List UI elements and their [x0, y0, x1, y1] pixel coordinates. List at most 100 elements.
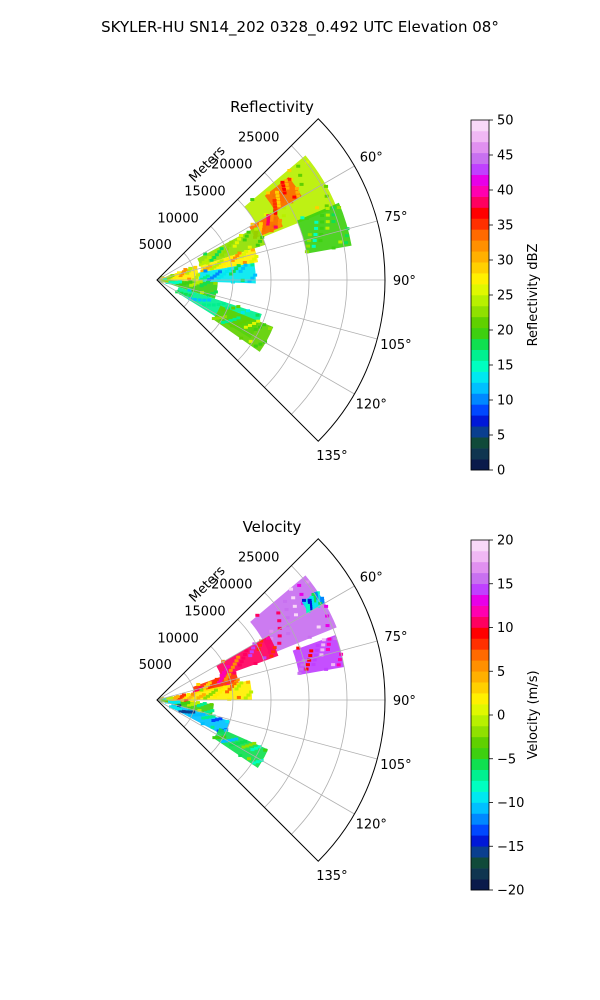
echo-speckle [326, 642, 331, 646]
colorbar-tick-label: −5 [497, 752, 516, 767]
echo-speckle [200, 722, 205, 726]
echo-speckle [311, 592, 316, 596]
echo-speckle [181, 270, 186, 274]
echo-speckle [269, 229, 274, 233]
colorbar-tick-label: 25 [497, 289, 514, 304]
echo-speckle [209, 258, 214, 262]
echo-speckle [262, 323, 267, 327]
echo-speckle [289, 587, 294, 591]
echo-speckle [344, 234, 349, 238]
colorbar-swatch [471, 747, 489, 760]
echo-speckle [263, 748, 268, 752]
echo-speckle [279, 199, 284, 203]
colorbar-swatch [471, 550, 489, 563]
echo-speckle [214, 253, 219, 257]
echo-speckle [188, 293, 193, 297]
echo-speckle [244, 649, 249, 653]
echo-speckle [206, 293, 211, 297]
echo-speckle [220, 688, 225, 692]
echo-speckle [219, 274, 224, 278]
echo-speckle [169, 696, 174, 700]
echo-speckle [287, 177, 292, 181]
sector-frame [156, 538, 386, 862]
echo-speckle [258, 222, 263, 226]
echo-speckle [219, 259, 224, 263]
echo-speckle [208, 692, 213, 696]
grid-spoke-120 [156, 699, 355, 815]
echo-speckle [320, 220, 325, 224]
colorbar: −20 −15 −10 −5 0 5 10 15 20 Velocity (m/s) [470, 534, 541, 899]
echo-speckle [221, 302, 226, 306]
echo-speckle [209, 684, 214, 688]
echo-speckle [205, 261, 210, 265]
echo-speckle [213, 688, 218, 692]
echo-speckle [286, 632, 291, 636]
colorbar-label: Reflectivity dBZ [526, 244, 541, 347]
echo-speckle [276, 197, 281, 201]
echo-speckle [269, 654, 274, 658]
echo-speckle [174, 280, 179, 284]
echo-speckle [298, 667, 303, 671]
colorbar-tick-label: 0 [497, 464, 505, 479]
echo-speckle [276, 204, 281, 208]
echo-speckle [250, 198, 255, 202]
colorbar-swatch [471, 769, 489, 781]
echo-speckle [310, 602, 315, 606]
echo-speckle [325, 648, 330, 652]
theta-tick-label: 60° [360, 570, 383, 585]
echo-speckle [189, 283, 194, 287]
echo-speckle [201, 693, 206, 697]
echo-speckle [171, 706, 176, 710]
echo-speckle [217, 250, 222, 254]
echo-speckle [209, 703, 214, 707]
echo-speckle [175, 706, 180, 710]
echo-speckle [178, 709, 183, 713]
echo-speckle [233, 256, 238, 260]
echo-speckle [308, 607, 313, 611]
colorbar-swatch [471, 218, 489, 230]
grid-spoke-75 [156, 640, 378, 701]
echo-speckle [265, 219, 270, 223]
colorbar-swatch [471, 251, 489, 263]
echo-speckle [314, 226, 319, 230]
echo-speckle [232, 244, 237, 248]
echo-speckle [243, 325, 248, 329]
echo-speckle [244, 234, 249, 238]
echo-speckle [188, 280, 193, 284]
echo-speckle [287, 169, 292, 173]
colorbar-swatch [471, 846, 489, 858]
echo-speckle [226, 257, 231, 261]
echo-speckle [261, 226, 266, 230]
echo-speckle [271, 650, 276, 654]
echo-speckle [187, 703, 192, 707]
echo-speckle [265, 636, 270, 640]
echo-speckle [235, 678, 240, 682]
echo-speckle [207, 686, 212, 690]
echo-speckle [178, 282, 183, 286]
echo-speckle [207, 255, 212, 259]
echo-speckle [320, 601, 325, 605]
echo-speckle [281, 214, 286, 218]
echo-speckle [338, 240, 343, 244]
colorbar-swatch [471, 426, 489, 438]
colorbar-swatch [471, 627, 489, 639]
colorbar-swatch [471, 835, 489, 847]
echo-speckle [213, 281, 218, 285]
echo-speckle [242, 238, 247, 242]
echo-speckle [265, 222, 270, 226]
echo-speckle [219, 673, 224, 677]
echo-speckle [306, 605, 311, 609]
echo-speckle [283, 179, 288, 183]
panel-title: Reflectivity [230, 98, 314, 116]
echo-speckle [202, 702, 207, 706]
echo-speckle [316, 625, 321, 629]
echo-speckle [245, 744, 250, 748]
echo-speckle [305, 603, 310, 607]
colorbar-swatch [471, 185, 489, 197]
echo-speckle [195, 701, 200, 705]
echo-speckle [214, 718, 219, 722]
echo-speckle [247, 245, 252, 249]
colorbar: 0 5 10 15 20 25 30 35 40 45 50 Reflectivity dBZ [470, 114, 541, 479]
echo-speckle [246, 693, 251, 697]
echo-speckle [194, 275, 199, 279]
